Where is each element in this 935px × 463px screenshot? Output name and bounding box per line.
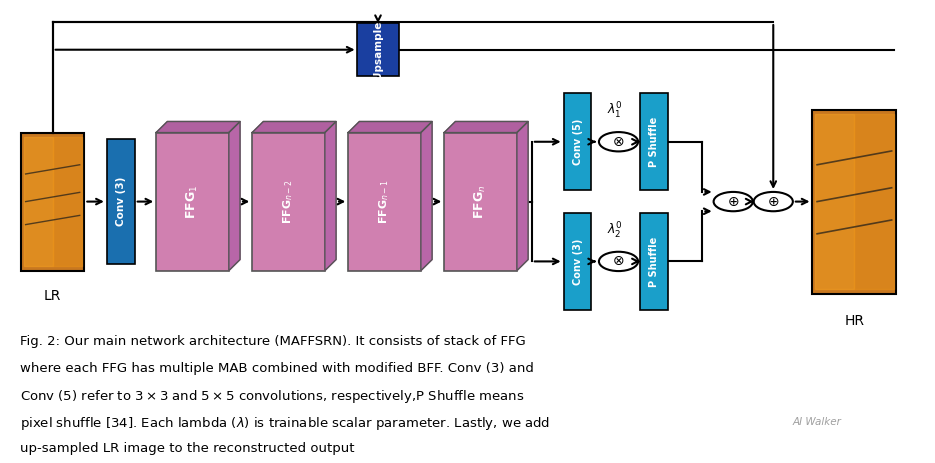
Polygon shape (517, 121, 528, 270)
FancyBboxPatch shape (348, 132, 421, 270)
Text: AI Walker: AI Walker (793, 418, 842, 427)
Text: ⊕: ⊕ (727, 194, 739, 209)
FancyBboxPatch shape (107, 139, 135, 264)
Polygon shape (444, 121, 528, 132)
FancyBboxPatch shape (156, 132, 229, 270)
Text: FFG$_{n-2}$: FFG$_{n-2}$ (281, 179, 295, 224)
Text: Conv (3): Conv (3) (116, 177, 125, 226)
FancyBboxPatch shape (564, 213, 592, 310)
FancyBboxPatch shape (640, 213, 668, 310)
Text: ⊗: ⊗ (612, 135, 625, 149)
FancyBboxPatch shape (564, 94, 592, 190)
Text: ⊕: ⊕ (768, 194, 779, 209)
FancyBboxPatch shape (21, 132, 84, 270)
Text: Conv (5) refer to $3 \times 3$ and $5 \times 5$ convolutions, respectively,P Shu: Conv (5) refer to $3 \times 3$ and $5 \t… (20, 388, 525, 406)
Text: pixel shuffle [34]. Each lambda ($\lambda$) is trainable scalar parameter. Lastl: pixel shuffle [34]. Each lambda ($\lambd… (20, 415, 550, 432)
Text: $\lambda_2^0$: $\lambda_2^0$ (607, 220, 623, 241)
Text: ⊗: ⊗ (612, 254, 625, 269)
FancyBboxPatch shape (640, 94, 668, 190)
Polygon shape (324, 121, 336, 270)
Text: Fig. 2: Our main network architecture (MAFFSRN). It consists of stack of FFG: Fig. 2: Our main network architecture (M… (20, 335, 525, 348)
Text: Upsample: Upsample (373, 20, 383, 79)
Text: P Shuffle: P Shuffle (649, 117, 659, 167)
Text: up-sampled LR image to the reconstructed output: up-sampled LR image to the reconstructed… (20, 442, 354, 455)
Text: LR: LR (44, 289, 62, 303)
Text: HR: HR (844, 314, 864, 328)
Text: FFG$_n$: FFG$_n$ (473, 184, 488, 219)
FancyBboxPatch shape (444, 132, 517, 270)
Text: where each FFG has multiple MAB combined with modified BFF. Conv (3) and: where each FFG has multiple MAB combined… (20, 362, 534, 375)
FancyBboxPatch shape (357, 23, 398, 76)
Polygon shape (156, 121, 240, 132)
Text: $\lambda_1^0$: $\lambda_1^0$ (607, 101, 623, 121)
Text: FFG$_1$: FFG$_1$ (185, 184, 200, 219)
Text: FFG$_{n-1}$: FFG$_{n-1}$ (378, 179, 392, 224)
Polygon shape (252, 121, 336, 132)
Text: Conv (5): Conv (5) (572, 119, 583, 165)
FancyBboxPatch shape (252, 132, 324, 270)
Text: Conv (3): Conv (3) (572, 238, 583, 285)
Polygon shape (229, 121, 240, 270)
FancyBboxPatch shape (813, 110, 897, 294)
Polygon shape (421, 121, 432, 270)
Text: P Shuffle: P Shuffle (649, 236, 659, 287)
Polygon shape (348, 121, 432, 132)
